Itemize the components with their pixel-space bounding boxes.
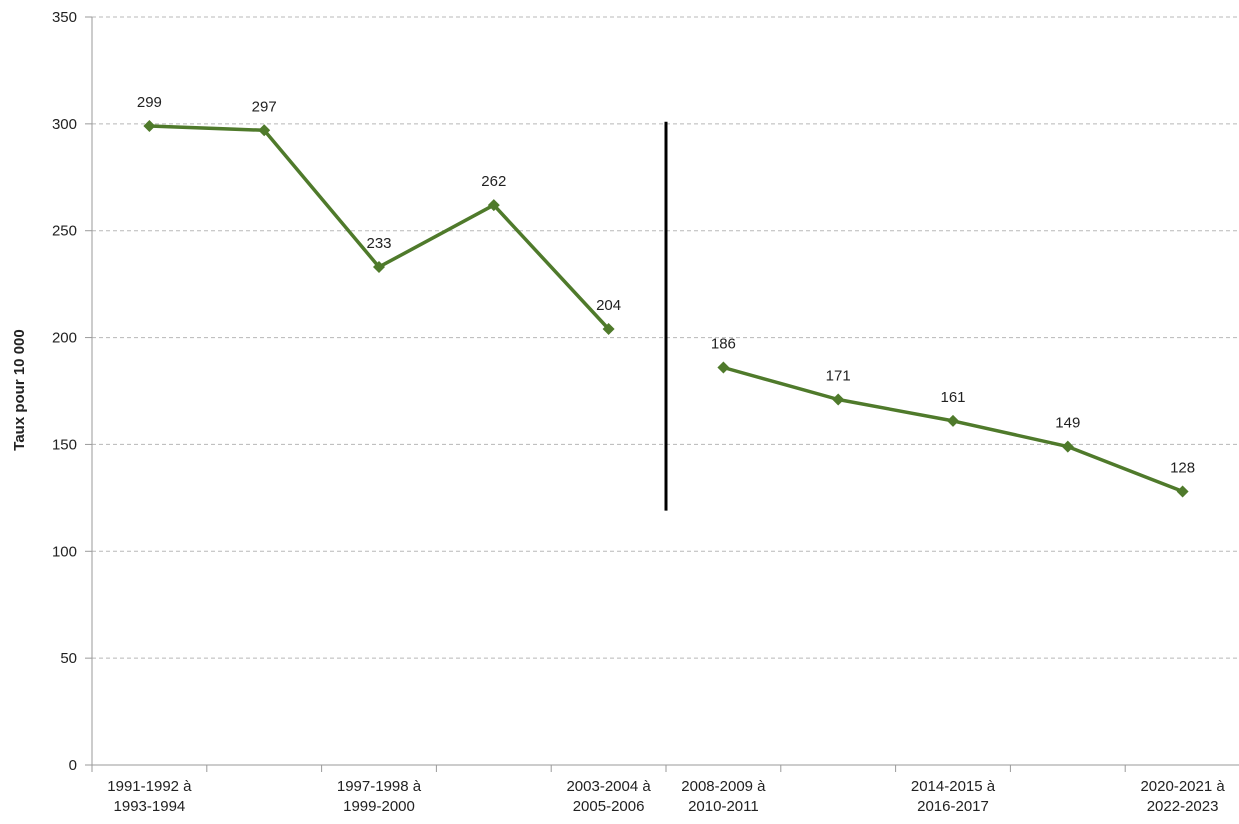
series-line-2 [722, 365, 1184, 494]
data-label-4: 204 [596, 297, 621, 314]
y-tick-label-150: 150 [52, 436, 77, 453]
data-points [143, 119, 1189, 498]
data-point-9 [1176, 485, 1189, 498]
data-point-2 [373, 261, 385, 274]
data-label-6: 171 [826, 368, 851, 385]
data-label-1: 297 [252, 98, 277, 115]
x-tick-label-0: 1991-1992 à 1993-1994 [107, 778, 192, 815]
data-label-2: 233 [366, 235, 391, 252]
x-tick-label-2: 1997-1998 à 1999-2000 [337, 778, 422, 815]
y-tick-label-50: 50 [60, 650, 77, 667]
y-tick-label-250: 250 [52, 223, 77, 240]
data-point-6 [832, 393, 845, 406]
data-point-5 [717, 361, 730, 374]
data-point-7 [947, 414, 959, 427]
y-axis-title: Taux pour 10 000 [11, 329, 28, 450]
data-label-8: 149 [1055, 415, 1080, 432]
y-tick-label-100: 100 [52, 543, 77, 560]
y-tick-label-300: 300 [52, 116, 77, 133]
data-point-4 [602, 323, 615, 336]
data-point-0 [143, 119, 156, 132]
data-label-3: 262 [481, 173, 506, 190]
x-tick-label-9: 2020-2021 à 2022-2023 [1140, 778, 1225, 815]
y-tick-label-0: 0 [69, 757, 77, 774]
y-tick-label-350: 350 [52, 9, 77, 26]
data-point-8 [1061, 440, 1074, 453]
data-label-0: 299 [137, 94, 162, 111]
y-tick-label-200: 200 [52, 330, 77, 347]
data-label-7: 161 [940, 389, 965, 406]
data-point-1 [258, 124, 271, 137]
y-tick-labels: 0 50 100 150 200 250 300 350 [52, 9, 77, 774]
data-label-5: 186 [711, 335, 736, 352]
series-line-1 [149, 124, 610, 331]
data-point-3 [487, 199, 500, 212]
x-tick-label-4: 2003-2004 à 2005-2006 [566, 778, 651, 815]
x-tick-label-5: 2008-2009 à 2010-2011 [681, 778, 766, 815]
x-tick-label-7: 2014-2015 à 2016-2017 [911, 778, 996, 815]
data-labels: 299 297 233 262 204 186 171 161 149 128 [137, 94, 1195, 476]
data-label-9: 128 [1170, 459, 1195, 476]
x-tick-labels: 1991-1992 à 1993-1994 1997-1998 à 1999-2000… [107, 778, 1225, 815]
axes [85, 16, 1239, 772]
